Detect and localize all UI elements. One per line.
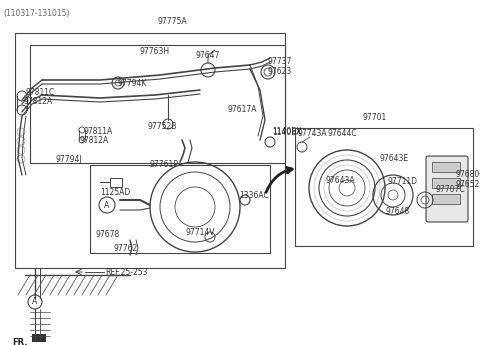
Text: 97714V: 97714V [185, 228, 215, 237]
Bar [30, 45, 285, 163]
Text: 97811C: 97811C [25, 88, 54, 97]
Text: (110317-131015): (110317-131015) [3, 9, 70, 18]
Bar [15, 33, 285, 268]
Text: 97743A: 97743A [298, 129, 328, 138]
Text: A: A [104, 200, 109, 209]
Bar [432, 162, 460, 172]
Text: 97794K: 97794K [118, 79, 147, 88]
Bar [90, 165, 270, 253]
Bar [295, 128, 473, 246]
Text: 97752B: 97752B [148, 122, 178, 131]
Text: 97763H: 97763H [140, 47, 170, 56]
Text: 97737: 97737 [267, 57, 291, 66]
Text: 97812A: 97812A [23, 97, 52, 106]
FancyBboxPatch shape [426, 156, 468, 222]
Text: 1336AC: 1336AC [239, 191, 269, 200]
Text: 1125AD: 1125AD [100, 188, 130, 197]
Text: 97643E: 97643E [380, 154, 409, 163]
Text: 97707C: 97707C [435, 185, 465, 194]
Bar [432, 178, 460, 188]
Text: 97648: 97648 [385, 207, 409, 216]
Text: 97652B: 97652B [455, 180, 480, 189]
Bar [432, 194, 460, 204]
Text: 97761P: 97761P [149, 160, 178, 169]
Text: 97623: 97623 [267, 67, 291, 76]
Bar [32, 334, 46, 342]
Text: 97678: 97678 [95, 230, 119, 239]
Text: 97762: 97762 [114, 244, 138, 253]
Text: 97701: 97701 [363, 113, 387, 122]
Text: 97644C: 97644C [328, 129, 358, 138]
Bar [110, 178, 122, 187]
Text: 97812A: 97812A [79, 136, 108, 145]
Text: REF.25-253: REF.25-253 [105, 268, 147, 277]
Text: 1140EX: 1140EX [272, 127, 301, 136]
Text: FR.: FR. [12, 338, 27, 345]
Text: 97711D: 97711D [388, 177, 418, 186]
Text: 97617A: 97617A [228, 105, 257, 114]
Text: 97794J: 97794J [55, 155, 82, 164]
Text: 97775A: 97775A [157, 17, 187, 26]
Text: A: A [32, 297, 37, 306]
Text: 97811A: 97811A [83, 127, 112, 136]
Text: 97647: 97647 [196, 51, 220, 60]
Text: 97680C: 97680C [455, 170, 480, 179]
Text: 1140EX: 1140EX [272, 128, 301, 137]
Text: 97643A: 97643A [326, 176, 356, 185]
